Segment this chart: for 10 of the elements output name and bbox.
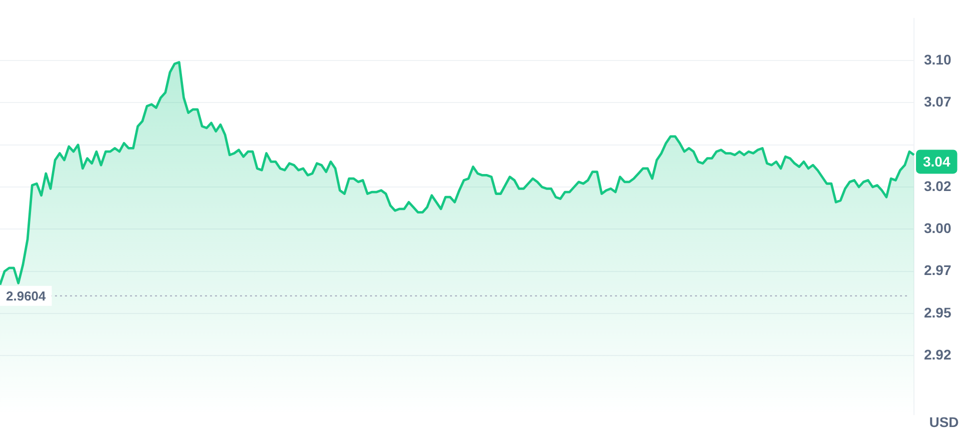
y-tick-label: 3.07 bbox=[924, 94, 952, 110]
ref-line-label: 2.9604 bbox=[6, 288, 47, 304]
y-tick-label: 2.92 bbox=[924, 346, 952, 362]
y-tick-label: 2.95 bbox=[924, 304, 952, 320]
y-tick-label: 2.97 bbox=[924, 262, 952, 278]
y-tick-label: 3.10 bbox=[924, 51, 952, 68]
y-tick-label: 3.02 bbox=[924, 178, 952, 194]
annotation: 3.04 bbox=[923, 154, 950, 170]
y-tick-label: 3.00 bbox=[924, 220, 952, 236]
y-axis-title: USD bbox=[929, 414, 959, 430]
